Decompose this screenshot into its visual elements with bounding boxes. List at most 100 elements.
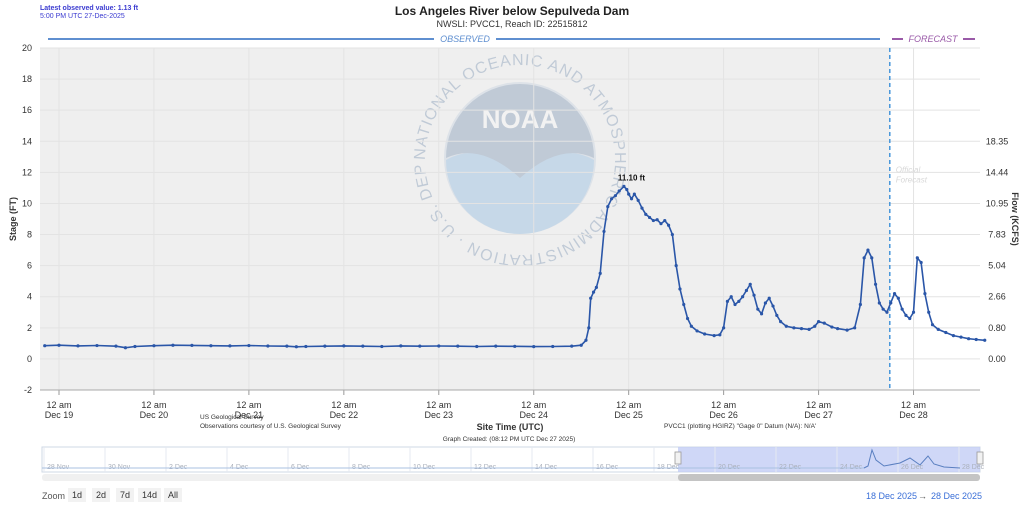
x-tick-label-time: 12 am [236, 400, 261, 410]
observed-point [712, 333, 716, 338]
observed-point [784, 324, 788, 328]
chart-subtitle: NWSLI: PVCC1, Reach ID: 22515812 [436, 19, 588, 29]
peak-label: 11.10 ft [618, 173, 645, 182]
navigator-series-line [863, 448, 961, 469]
observed-point [974, 337, 978, 342]
observed-point [807, 327, 811, 331]
observed-point [632, 192, 636, 196]
observed-point [936, 327, 940, 331]
y2-axis-title: Flow (KCFS) [1010, 192, 1020, 246]
x-tick-label-time: 12 am [616, 400, 641, 410]
x-tick-label-time: 12 am [426, 400, 451, 410]
y-tick-label: 4 [27, 292, 32, 302]
x-tick-label-time: 12 am [331, 400, 356, 410]
x-tick-label-date: Dec 22 [330, 410, 359, 420]
observed-point [598, 271, 602, 276]
observed-point [741, 295, 745, 299]
zoom-14d-button[interactable]: 14d [138, 488, 162, 502]
observed-point [651, 218, 655, 223]
observed-point [617, 189, 621, 193]
observed-point [816, 320, 821, 324]
navigator-right-handle[interactable] [976, 451, 984, 465]
observed-point [380, 344, 384, 349]
observed-point [589, 296, 593, 300]
observed-point [967, 337, 971, 341]
y-tick-label: 6 [27, 261, 32, 271]
observed-point [983, 338, 987, 342]
x-tick-label-date: Dec 23 [425, 410, 454, 420]
observed-point [644, 212, 648, 216]
observed-point [663, 218, 667, 223]
navigator-scrollbar-thumb[interactable] [678, 474, 980, 481]
observed-point [123, 346, 128, 350]
observed-point [892, 292, 897, 296]
x-tick-label-time: 12 am [711, 400, 736, 410]
observed-point [361, 344, 365, 348]
observed-point [584, 338, 588, 342]
observed-point [722, 326, 726, 330]
official-forecast-label-1: Official [896, 165, 921, 174]
navigator-left-handle[interactable] [674, 451, 682, 465]
range-from[interactable]: 18 Dec 2025 [866, 491, 918, 501]
y-axis-title: Stage (FT) [8, 197, 18, 241]
observed-point [152, 344, 156, 348]
zoom-all-button[interactable]: All [164, 488, 183, 502]
observed-point [190, 343, 194, 347]
observed-point [718, 333, 722, 337]
observed-point [674, 264, 678, 268]
observed-point [923, 292, 927, 296]
observed-point [733, 302, 737, 307]
y-tick-label: -2 [24, 385, 32, 395]
range-arrow: → [918, 491, 927, 501]
observed-point [551, 344, 555, 349]
y-tick-label: 2 [27, 323, 32, 333]
observed-point [640, 206, 644, 210]
y2-tick-label: 0.00 [988, 354, 1006, 364]
observed-point [835, 326, 840, 331]
observed-point [682, 302, 686, 307]
observed-point [889, 301, 893, 305]
forecast-label: FORECAST [908, 34, 959, 44]
y2-tick-label: 2.66 [988, 292, 1006, 302]
zoom-label: Zoom [42, 491, 66, 501]
observed-point [911, 310, 916, 314]
observed-point [767, 296, 771, 300]
zoom-2d-button[interactable]: 2d [92, 488, 111, 502]
observed-point [609, 197, 614, 201]
x-tick-label-date: Dec 21 [235, 410, 264, 420]
observed-point [437, 344, 441, 348]
y2-tick-label: 14.44 [986, 167, 1009, 177]
observed-point [532, 345, 536, 349]
observed-point [799, 326, 804, 331]
watermark-lower-half [446, 152, 594, 234]
observed-point [670, 232, 674, 237]
observed-point [729, 295, 733, 299]
zoom-7d-button[interactable]: 7d [116, 488, 135, 502]
observed-point [725, 299, 730, 303]
observed-background [40, 48, 890, 390]
observed-label: OBSERVED [440, 34, 490, 44]
observed-point [285, 344, 289, 348]
observed-point [76, 344, 80, 348]
y2-tick-label: 5.04 [988, 261, 1006, 271]
y2-tick-label: 18.35 [986, 136, 1009, 146]
x-tick-label-date: Dec 19 [45, 410, 74, 420]
zoom-1d-button[interactable]: 1d [68, 488, 87, 502]
observed-point [775, 313, 779, 317]
observed-point [266, 344, 270, 348]
observed-point [877, 301, 881, 305]
observed-point [703, 332, 707, 336]
observed-point [323, 344, 327, 348]
range-to[interactable]: 28 Dec 2025 [931, 491, 983, 501]
y-tick-label: 0 [27, 354, 32, 364]
official-forecast-label-2: Forecast [896, 175, 928, 184]
credit-usgs: US Geological Survey [200, 414, 264, 421]
x-tick-label-time: 12 am [521, 400, 546, 410]
latest-observed-value: Latest observed value: 1.13 ft [40, 5, 139, 12]
observed-point [399, 344, 403, 348]
observed-point [659, 222, 663, 226]
observed-point [247, 343, 251, 348]
observed-point [209, 344, 213, 348]
y-tick-label: 10 [22, 198, 32, 208]
